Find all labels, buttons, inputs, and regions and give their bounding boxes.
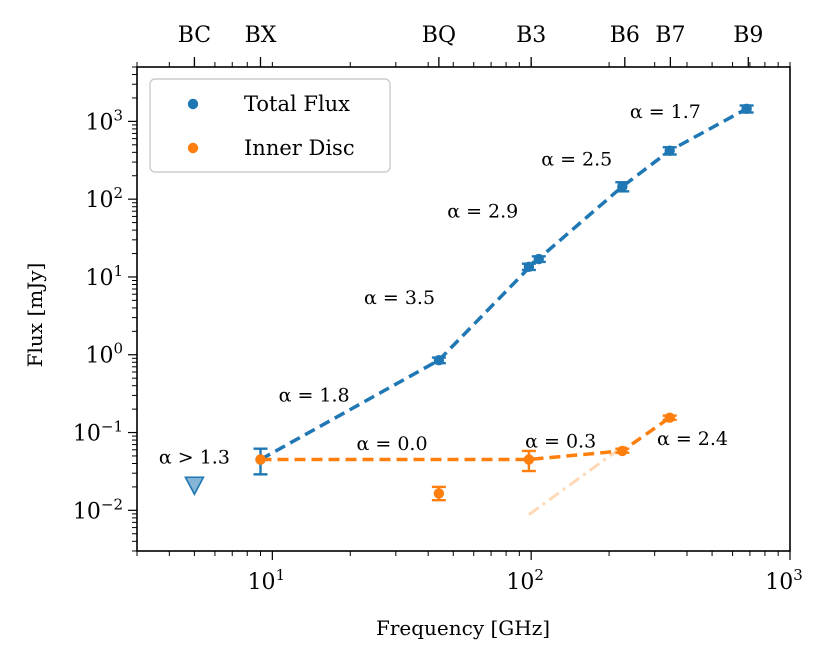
y-axis-label: Flux [mJy]	[23, 263, 47, 368]
total-flux-point	[741, 103, 752, 115]
total-flux-point	[664, 145, 675, 156]
top-band-label: BX	[245, 23, 277, 48]
inner-disc-point	[523, 454, 535, 465]
alpha-annotation: α > 1.3	[159, 446, 230, 468]
top-band-label: BC	[178, 23, 211, 48]
alpha-annotation: α = 2.5	[541, 149, 612, 171]
y-tick-label: 101	[85, 262, 123, 291]
total-flux-point	[617, 181, 628, 192]
plot-frame	[136, 66, 791, 552]
legend: Total Flux Inner Disc	[149, 78, 391, 173]
total-flux-fit-line	[259, 107, 748, 462]
inner-disc-point	[255, 454, 266, 465]
x-axis-label: Frequency [GHz]	[376, 616, 550, 640]
total-flux-point	[533, 253, 544, 265]
total-flux-point	[433, 355, 445, 366]
alpha-annotation: α = 2.4	[657, 428, 728, 450]
total-flux-point	[523, 261, 535, 273]
alpha-annotation: α = 1.7	[630, 101, 701, 123]
inner-disc-extrapolation-line	[528, 445, 624, 516]
top-band-label: B6	[610, 23, 640, 48]
top-band-label: B9	[733, 23, 763, 48]
y-tick-label: 10−2	[73, 495, 123, 524]
y-tick-label: 10−1	[73, 418, 123, 447]
y-tick-label: 100	[85, 340, 123, 369]
data-points	[184, 103, 754, 502]
alpha-annotations: α = 1.7 α = 2.5 α = 2.9 α = 3.5 α = 1.8 α > 1…	[159, 101, 728, 468]
inner-disc-point	[664, 412, 675, 423]
alpha-annotation: α = 3.5	[364, 287, 435, 309]
extrapolation-layer	[528, 445, 624, 516]
x-tick-label: 103	[765, 566, 803, 595]
alpha-annotation: α = 0.0	[356, 433, 427, 455]
legend-label: Inner Disc	[244, 136, 355, 160]
y-tick-label: 103	[85, 106, 123, 135]
fit-lines	[259, 107, 748, 462]
top-band-label: B3	[516, 23, 546, 48]
inner-disc-fit-line	[260, 416, 671, 462]
legend-marker	[187, 142, 199, 154]
axes: 101 102 103 10−2 10−1 100 101 102 103 BC BX BQ B3 B6 B…	[73, 23, 803, 595]
top-band-label: B7	[655, 23, 685, 48]
x-tick-label: 101	[248, 566, 286, 595]
top-band-label: BQ	[422, 23, 456, 48]
y-tick-label: 102	[85, 184, 123, 213]
x-tick-label: 102	[506, 566, 544, 595]
inner-disc-point	[617, 445, 628, 457]
inner-disc-point	[433, 488, 445, 499]
legend-marker	[187, 98, 199, 110]
alpha-annotation: α = 0.3	[525, 431, 596, 453]
legend-box	[149, 78, 391, 173]
alpha-annotation: α = 1.8	[279, 385, 350, 407]
legend-label: Total Flux	[244, 92, 350, 116]
upper-limit-marker	[184, 476, 205, 496]
alpha-annotation: α = 2.9	[447, 201, 518, 223]
